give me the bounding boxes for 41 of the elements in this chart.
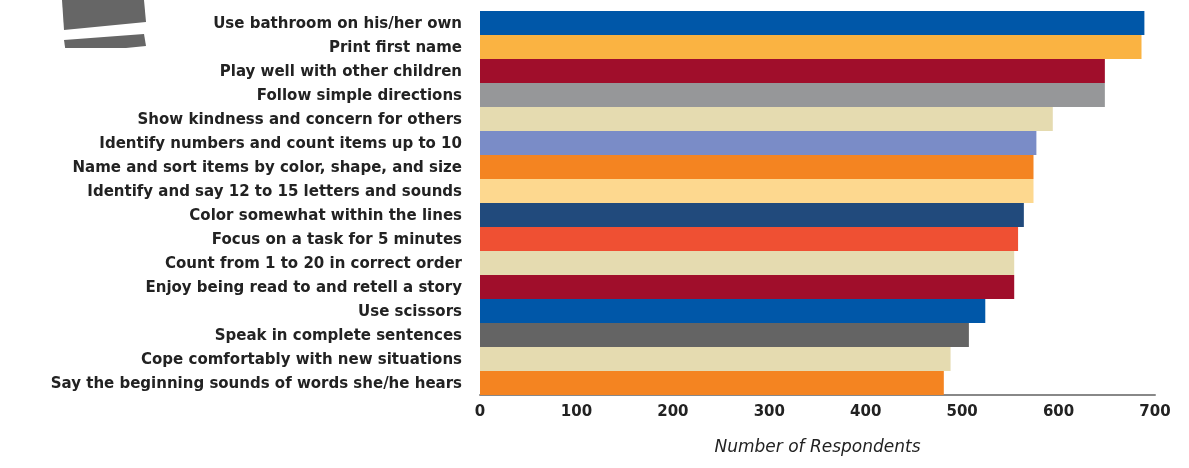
- bar: [480, 347, 951, 371]
- x-tick-label: 400: [850, 401, 882, 420]
- y-tick-label: Color somewhat within the lines: [189, 206, 463, 224]
- y-tick-label: Name and sort items by color, shape, and size: [72, 158, 462, 176]
- y-tick-label: Play well with other children: [219, 62, 462, 80]
- bar: [480, 299, 986, 323]
- y-tick-label: Say the beginning sounds of words she/he hears: [50, 374, 463, 392]
- y-tick-label: Count from 1 to 20 in correct order: [164, 254, 463, 272]
- bar: [480, 107, 1053, 131]
- x-tick-label: 100: [560, 401, 593, 420]
- x-tick-label: 200: [657, 401, 689, 420]
- x-axis-title: Number of Respondents: [714, 435, 921, 456]
- y-tick-label: Focus on a task for 5 minutes: [211, 230, 463, 248]
- bar: [480, 203, 1024, 227]
- bar: [480, 155, 1034, 179]
- y-tick-label: Follow simple directions: [256, 86, 463, 104]
- y-tick-label: Identify and say 12 to 15 letters and sounds: [87, 182, 463, 200]
- bar: [480, 83, 1105, 107]
- bar: [480, 371, 944, 395]
- y-tick-label: Show kindness and concern for others: [137, 110, 463, 128]
- x-tick-label: 300: [753, 401, 785, 420]
- bar: [480, 35, 1142, 59]
- bar: [480, 179, 1034, 203]
- bar: [480, 251, 1015, 275]
- y-tick-label: Use scissors: [358, 302, 463, 320]
- x-tick-label: 600: [1042, 401, 1075, 420]
- y-tick-label: Cope comfortably with new situations: [141, 350, 463, 368]
- x-tick-label: 0: [474, 401, 486, 420]
- bar: [480, 275, 1015, 299]
- y-tick-label: Speak in complete sentences: [214, 326, 463, 344]
- x-tick-label: 500: [946, 401, 978, 420]
- bar: [480, 59, 1105, 83]
- y-tick-label: Identify numbers and count items up to 10: [99, 134, 462, 152]
- bar: [480, 323, 969, 347]
- y-tick-label: Enjoy being read to and retell a story: [145, 278, 463, 296]
- y-tick-label: Print first name: [328, 38, 462, 56]
- y-tick-label: Use bathroom on his/her own: [213, 14, 462, 32]
- bar: [480, 11, 1145, 35]
- bar: [480, 227, 1019, 251]
- bar: [480, 131, 1037, 155]
- x-tick-label: 700: [1139, 401, 1171, 420]
